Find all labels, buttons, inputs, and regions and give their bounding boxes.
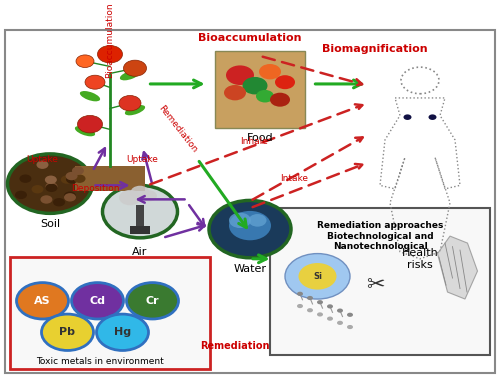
Text: ✂: ✂ [366,275,384,295]
Text: Water: Water [234,264,266,274]
Circle shape [78,115,102,133]
Circle shape [102,185,178,238]
Circle shape [226,65,254,85]
Circle shape [64,193,76,202]
Circle shape [209,200,291,258]
Circle shape [64,191,76,200]
Circle shape [347,325,353,329]
Circle shape [46,182,58,191]
Circle shape [307,296,313,300]
Text: Bioaccumulation: Bioaccumulation [106,2,114,78]
Circle shape [256,90,274,103]
Circle shape [8,154,92,213]
Circle shape [119,96,141,111]
Circle shape [224,85,246,100]
Text: Intake: Intake [280,174,308,183]
Bar [130,226,150,234]
Circle shape [347,313,353,317]
Text: Uptake: Uptake [26,155,58,164]
Circle shape [337,308,343,313]
Circle shape [16,283,68,319]
Circle shape [72,283,124,319]
Text: Inhale: Inhale [240,137,268,146]
Ellipse shape [120,70,140,80]
Circle shape [40,195,52,204]
Bar [136,205,144,234]
Circle shape [36,161,48,169]
Text: Biomagnification: Biomagnification [322,44,428,54]
Circle shape [229,211,271,240]
Circle shape [248,214,266,227]
Circle shape [404,114,411,120]
Polygon shape [438,236,478,299]
Circle shape [297,292,303,296]
Circle shape [270,93,290,107]
Text: AS: AS [34,296,51,306]
Bar [270,208,490,355]
Text: Health
risks: Health risks [402,248,438,270]
Text: Remediation: Remediation [156,104,198,155]
Text: Si: Si [313,272,322,281]
Circle shape [20,174,32,183]
Circle shape [317,312,323,317]
Bar [75,166,145,191]
Circle shape [46,183,58,192]
Circle shape [74,174,86,183]
Circle shape [298,263,337,290]
Circle shape [337,321,343,325]
Circle shape [327,317,333,321]
Text: Soil: Soil [40,219,60,229]
Text: Uptake: Uptake [126,155,158,164]
Text: Remediation: Remediation [200,341,270,351]
Text: Cr: Cr [146,296,160,306]
Circle shape [76,55,94,68]
Ellipse shape [80,91,100,102]
Circle shape [285,253,350,299]
Circle shape [85,75,105,89]
Circle shape [42,314,94,350]
Circle shape [124,60,146,76]
Circle shape [61,175,73,184]
Circle shape [66,175,78,183]
Text: Cd: Cd [90,296,106,306]
Circle shape [307,308,313,312]
Text: Pb: Pb [60,327,76,337]
Bar [10,257,210,369]
Circle shape [126,283,178,319]
Circle shape [130,186,150,199]
Bar [215,51,305,128]
Circle shape [53,198,65,206]
Circle shape [297,304,303,308]
Circle shape [15,191,27,199]
Circle shape [428,114,436,120]
Text: Air: Air [132,247,148,257]
Circle shape [66,172,78,180]
Text: Bioaccumulation: Bioaccumulation [198,33,302,44]
Circle shape [72,167,84,175]
Text: Deposition: Deposition [71,184,120,193]
Text: Remediation approaches
Biotechnological and
Nanotechnological: Remediation approaches Biotechnological … [317,221,443,251]
Circle shape [229,213,251,228]
Circle shape [317,300,323,304]
Circle shape [119,190,141,205]
Circle shape [141,190,157,202]
Circle shape [96,314,148,350]
Circle shape [259,64,281,79]
Circle shape [275,75,295,89]
Ellipse shape [75,126,95,136]
Circle shape [98,45,122,63]
Circle shape [32,185,44,193]
Circle shape [242,77,268,94]
Ellipse shape [125,105,145,115]
Circle shape [45,176,57,184]
Text: Food: Food [246,133,274,143]
Text: Toxic metals in environment: Toxic metals in environment [36,357,164,366]
Text: Hg: Hg [114,327,131,337]
Circle shape [327,304,333,308]
